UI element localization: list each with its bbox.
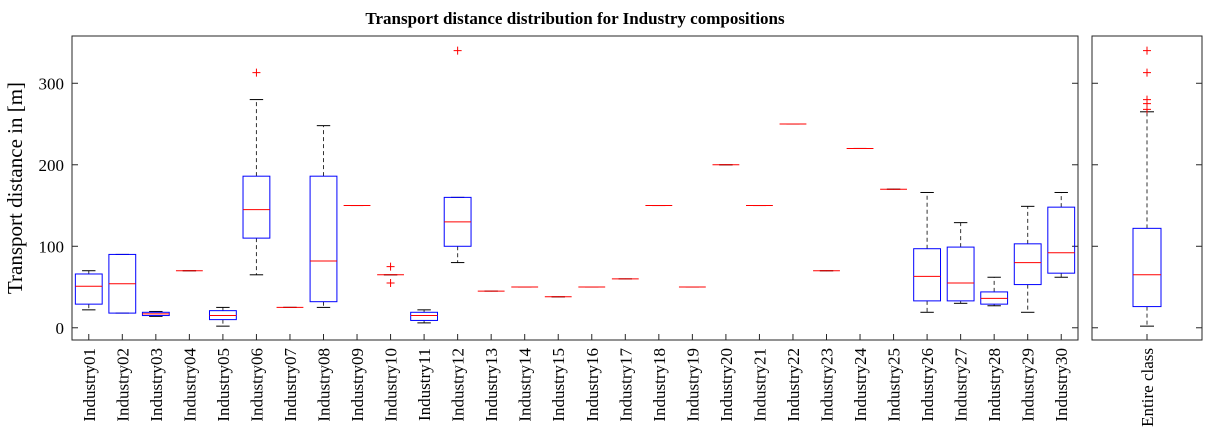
x-tick-label: Industry09 [348,348,367,422]
x-tick-label: Industry11 [415,348,434,421]
box [74,273,103,305]
y-tick-label: 300 [39,74,65,93]
y-axis-label: Transport distance in [m] [3,82,27,294]
outlier [1143,95,1151,104]
box [410,311,439,321]
y-tick-label: 100 [39,237,65,256]
x-tick-label: Industry27 [952,348,971,422]
x-tick-label: Industry01 [80,348,99,422]
x-tick-label: Industry19 [683,348,702,422]
x-tick-label: Industry10 [382,348,401,422]
x-tick-label: Industry17 [616,348,635,422]
x-tick-label: Industry24 [851,348,870,422]
x-tick-label: Industry07 [281,348,300,422]
x-tick-label: Industry16 [583,348,602,422]
x-tick-label: Industry08 [315,348,334,422]
x-tick-label: Industry22 [784,348,803,422]
x-tick-label: Industry05 [214,348,233,422]
x-tick-label: Industry12 [449,348,468,422]
x-tick-label: Industry04 [180,348,199,422]
outlier [252,68,261,77]
x-tick-label: Industry23 [818,348,837,422]
axes-frame [71,35,1079,341]
x-tick-label: Industry30 [1052,348,1071,422]
box [309,175,338,303]
x-tick-label: Industry18 [650,348,669,422]
axes-frame [1091,35,1203,341]
x-tick-label: Industry25 [885,348,904,422]
x-tick-label: Industry13 [482,348,501,422]
outlier [453,46,462,55]
x-tick-label: Entire class [1138,348,1157,427]
x-tick-label: Industry02 [113,348,132,422]
outlier [386,262,395,271]
box [946,246,975,302]
x-tick-label: Industry03 [147,348,166,422]
box [1132,227,1162,308]
outlier [1143,68,1151,77]
x-tick-label: Industry06 [247,348,266,422]
box [1013,243,1042,286]
chart-title: Transport distance distribution for Indu… [365,9,785,28]
box [913,248,942,302]
x-tick-label: Industry21 [750,348,769,422]
y-tick-label: 0 [56,319,65,338]
outlier [1143,46,1151,55]
x-tick-label: Industry26 [918,348,937,422]
y-tick-label: 200 [39,156,65,175]
x-tick-label: Industry28 [985,348,1004,422]
x-tick-label: Industry20 [717,348,736,422]
box [1047,206,1076,274]
x-tick-label: Industry15 [549,348,568,422]
outlier [386,278,395,287]
x-tick-label: Industry14 [516,348,535,422]
x-tick-label: Industry29 [1019,348,1038,422]
box [242,175,271,239]
